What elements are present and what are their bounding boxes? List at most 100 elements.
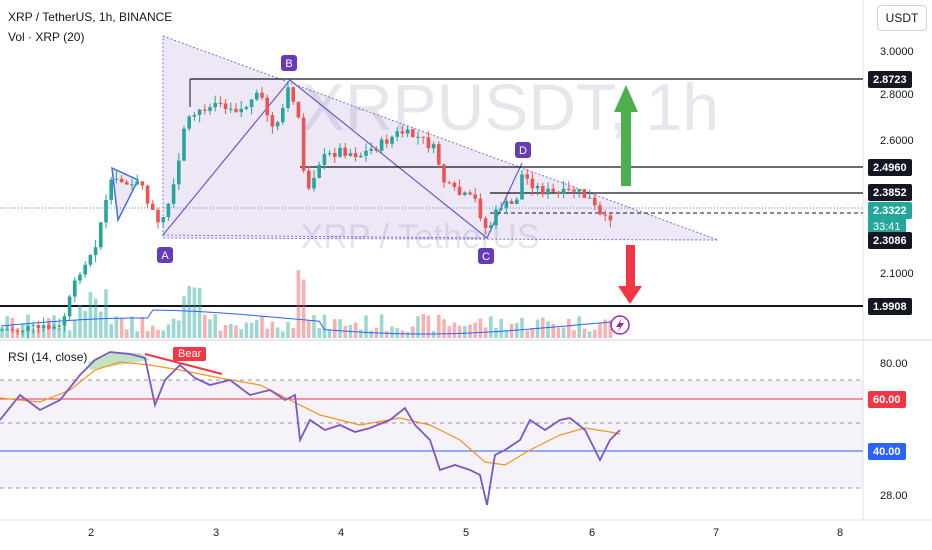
candle: [312, 177, 316, 189]
watermark-ticker: XRPUSDT, 1h: [301, 70, 719, 144]
candle: [182, 128, 186, 161]
volume-bar: [379, 314, 384, 338]
pattern-label-b[interactable]: B: [281, 55, 297, 71]
volume-bar: [286, 322, 290, 338]
candle: [504, 201, 509, 208]
candle: [327, 152, 332, 155]
rsi-tag-40[interactable]: 40.00: [868, 443, 906, 460]
price-tick-4: 2.1000: [880, 268, 914, 280]
candle: [229, 108, 233, 110]
price-tick-2: 2.8000: [880, 89, 914, 101]
pattern-label-c[interactable]: C: [478, 248, 494, 264]
volume-bar: [530, 327, 535, 338]
candle: [520, 174, 524, 200]
up-arrow[interactable]: [614, 85, 638, 186]
candle: [369, 148, 373, 151]
candle: [561, 188, 566, 194]
time-tick-4: 5: [463, 527, 470, 539]
candle: [57, 325, 61, 327]
candle: [338, 147, 342, 157]
volume-bar: [473, 322, 477, 338]
candle: [509, 201, 514, 204]
candle: [47, 325, 51, 329]
symbol-legend[interactable]: XRP / TetherUS, 1h, BINANCE: [8, 10, 173, 24]
price-tick-1: 3.0000: [880, 46, 914, 58]
volume-bar: [385, 331, 389, 338]
candle: [556, 191, 561, 194]
level-tag-3[interactable]: 2.3852: [868, 184, 912, 201]
volume-bar: [203, 314, 207, 338]
candle: [104, 199, 108, 223]
volume-bar: [343, 325, 347, 338]
volume-bar: [359, 329, 363, 338]
volume-bar: [229, 324, 233, 338]
volume-bar: [145, 331, 150, 338]
volume-bar: [437, 314, 441, 338]
volume-bar: [301, 279, 306, 338]
level-tag-2[interactable]: 2.4960: [868, 159, 912, 176]
candle: [473, 194, 477, 199]
volume-bar: [395, 328, 399, 338]
volume-bar: [551, 323, 555, 338]
candle: [603, 214, 607, 216]
rsi-line[interactable]: [0, 351, 621, 506]
volume-bar: [57, 327, 61, 338]
candle: [390, 136, 394, 144]
time-tick-2: 3: [213, 527, 220, 539]
svg-text:A: A: [161, 250, 169, 262]
volume-bar: [598, 323, 602, 338]
volume-bar: [130, 316, 134, 338]
rsi-divergence-line[interactable]: [144, 353, 223, 375]
volume-bar: [457, 325, 462, 338]
volume-bar: [213, 314, 217, 338]
level-tag-5[interactable]: 1.9908: [868, 298, 912, 315]
volume-bar: [93, 298, 98, 338]
level-tag-4[interactable]: 2.3086: [868, 232, 912, 249]
candle: [93, 247, 98, 256]
volume-bar: [499, 318, 503, 338]
abcd-pattern-line[interactable]: [162, 79, 523, 239]
bar-countdown: 33:41: [868, 218, 906, 235]
volume-bar: [270, 321, 275, 338]
rsi-tag-60[interactable]: 60.00: [868, 391, 906, 408]
triangle-pattern[interactable]: [162, 35, 719, 241]
volume-bar: [135, 331, 139, 338]
candle: [130, 184, 134, 186]
level-tag-1[interactable]: 2.8723: [868, 71, 912, 88]
down-arrow[interactable]: [618, 245, 642, 304]
volume-bar: [307, 320, 311, 338]
volume-bar: [338, 319, 342, 338]
currency-unit-button[interactable]: USDT: [877, 5, 927, 31]
volume-bar: [88, 292, 93, 338]
volume-bar: [416, 316, 420, 338]
candle: [281, 108, 285, 123]
candle: [265, 97, 269, 116]
volume-bar: [99, 311, 103, 338]
candle: [119, 178, 124, 183]
pattern-label-d[interactable]: D: [515, 142, 531, 158]
candle: [0, 329, 4, 331]
rsi-legend[interactable]: RSI (14, close): [8, 350, 88, 364]
candle: [405, 129, 410, 134]
volume-bar: [265, 328, 269, 338]
candle: [239, 108, 243, 113]
volume-bar: [255, 320, 259, 338]
candle: [67, 296, 72, 317]
volume-bar: [260, 315, 264, 338]
volume-legend[interactable]: Vol · XRP (20): [8, 30, 85, 44]
candle: [463, 192, 467, 196]
candle: [203, 109, 207, 111]
lightning-icon[interactable]: [610, 315, 630, 335]
candle: [411, 129, 415, 138]
current-price-tag[interactable]: 2.3322: [868, 202, 912, 219]
volume-bar: [83, 310, 87, 338]
candle: [255, 92, 259, 100]
volume-bar: [317, 328, 321, 338]
candle: [447, 182, 451, 184]
candle: [530, 178, 535, 189]
candle: [348, 153, 353, 156]
pattern-label-a[interactable]: A: [157, 247, 173, 263]
volume-bar: [291, 327, 295, 338]
volume-bar: [603, 319, 607, 338]
